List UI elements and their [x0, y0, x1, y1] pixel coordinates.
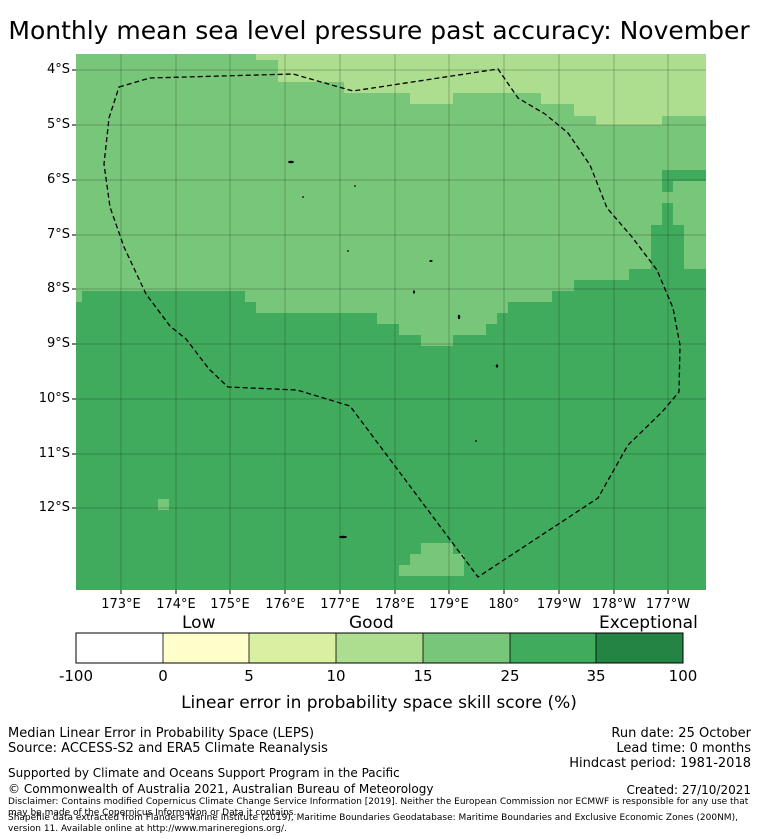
- lat-label: 8°S: [46, 281, 70, 296]
- lat-label: 9°S: [46, 336, 70, 351]
- colorbar-tick: 0: [158, 667, 168, 685]
- lat-label: 11°S: [38, 446, 70, 461]
- colorbar-tick: 100: [668, 667, 698, 685]
- lon-label: 176°E: [265, 597, 305, 612]
- colorbar-label: Linear error in probability space skill …: [181, 693, 577, 713]
- footer-created: Created: 27/10/2021: [626, 783, 751, 797]
- footer-disclaimer: Disclaimer: Contains modified Copernicus…: [8, 797, 749, 818]
- colorbar-segment-35-100: [596, 633, 683, 663]
- map-title: Monthly mean sea level pressure past acc…: [8, 16, 750, 45]
- colorbar-segment-25-35: [510, 633, 596, 663]
- footer-lead-time: Lead time: 0 months: [616, 741, 751, 756]
- islands: [288, 160, 499, 539]
- lon-label: 178°E: [375, 597, 415, 612]
- axis-ticks: [72, 69, 669, 594]
- colorbar-segment-15-25: [423, 633, 510, 663]
- skill-region-25-35: [76, 203, 706, 590]
- colorbar-segment-below-0: [76, 633, 163, 663]
- footer-support: Supported by Climate and Oceans Support …: [8, 766, 400, 780]
- colorbar-tick: 35: [586, 667, 606, 685]
- lon-label: 177°E: [320, 597, 360, 612]
- lon-label: 175°E: [210, 597, 250, 612]
- lat-label: 6°S: [46, 172, 70, 187]
- colorbar-segment-5-10: [249, 633, 336, 663]
- lat-label: 7°S: [46, 227, 70, 242]
- lon-label: 174°E: [156, 597, 196, 612]
- lon-label: 177°W: [645, 597, 691, 612]
- colorbar-category-good: Good: [349, 613, 394, 633]
- lat-label: 5°S: [46, 117, 70, 132]
- skill-region-10-15-north: [256, 54, 706, 125]
- footer-copyright: © Commonwealth of Australia 2021, Austra…: [8, 782, 434, 796]
- graticule: [76, 54, 706, 590]
- colorbar-segment-10-15: [336, 633, 423, 663]
- eez-boundary: [103, 68, 681, 578]
- colorbar-segment-0-5: [163, 633, 249, 663]
- lon-label: 178°W: [591, 597, 637, 612]
- colorbar-category-exceptional: Exceptional: [599, 613, 698, 633]
- colorbar-tick: -100: [58, 667, 94, 685]
- lat-label: 12°S: [38, 500, 70, 515]
- lat-label: 10°S: [38, 391, 70, 406]
- lon-label: 180°: [488, 597, 520, 612]
- colorbar: [75, 632, 684, 664]
- colorbar-category-low: Low: [182, 613, 216, 633]
- footer-shapefile: Shapefile data extracted from Flanders M…: [8, 813, 738, 834]
- footer-source: Source: ACCESS-S2 and ERA5 Climate Reana…: [8, 741, 328, 756]
- footer-hindcast: Hindcast period: 1981-2018: [569, 756, 751, 771]
- skill-region-25-35-east: [662, 170, 706, 192]
- lon-label: 179°E: [429, 597, 469, 612]
- skill-patch-south: [399, 543, 464, 576]
- footer-metric: Median Linear Error in Probability Space…: [8, 726, 315, 741]
- lat-label: 4°S: [46, 62, 70, 77]
- skill-patch-west: [158, 499, 169, 510]
- lon-label: 179°W: [536, 597, 582, 612]
- colorbar-tick: 5: [244, 667, 254, 685]
- lon-label: 173°E: [101, 597, 141, 612]
- footer-run-date: Run date: 25 October: [611, 726, 751, 741]
- colorbar-tick: 10: [326, 667, 346, 685]
- colorbar-tick: 25: [500, 667, 520, 685]
- colorbar-tick: 15: [413, 667, 433, 685]
